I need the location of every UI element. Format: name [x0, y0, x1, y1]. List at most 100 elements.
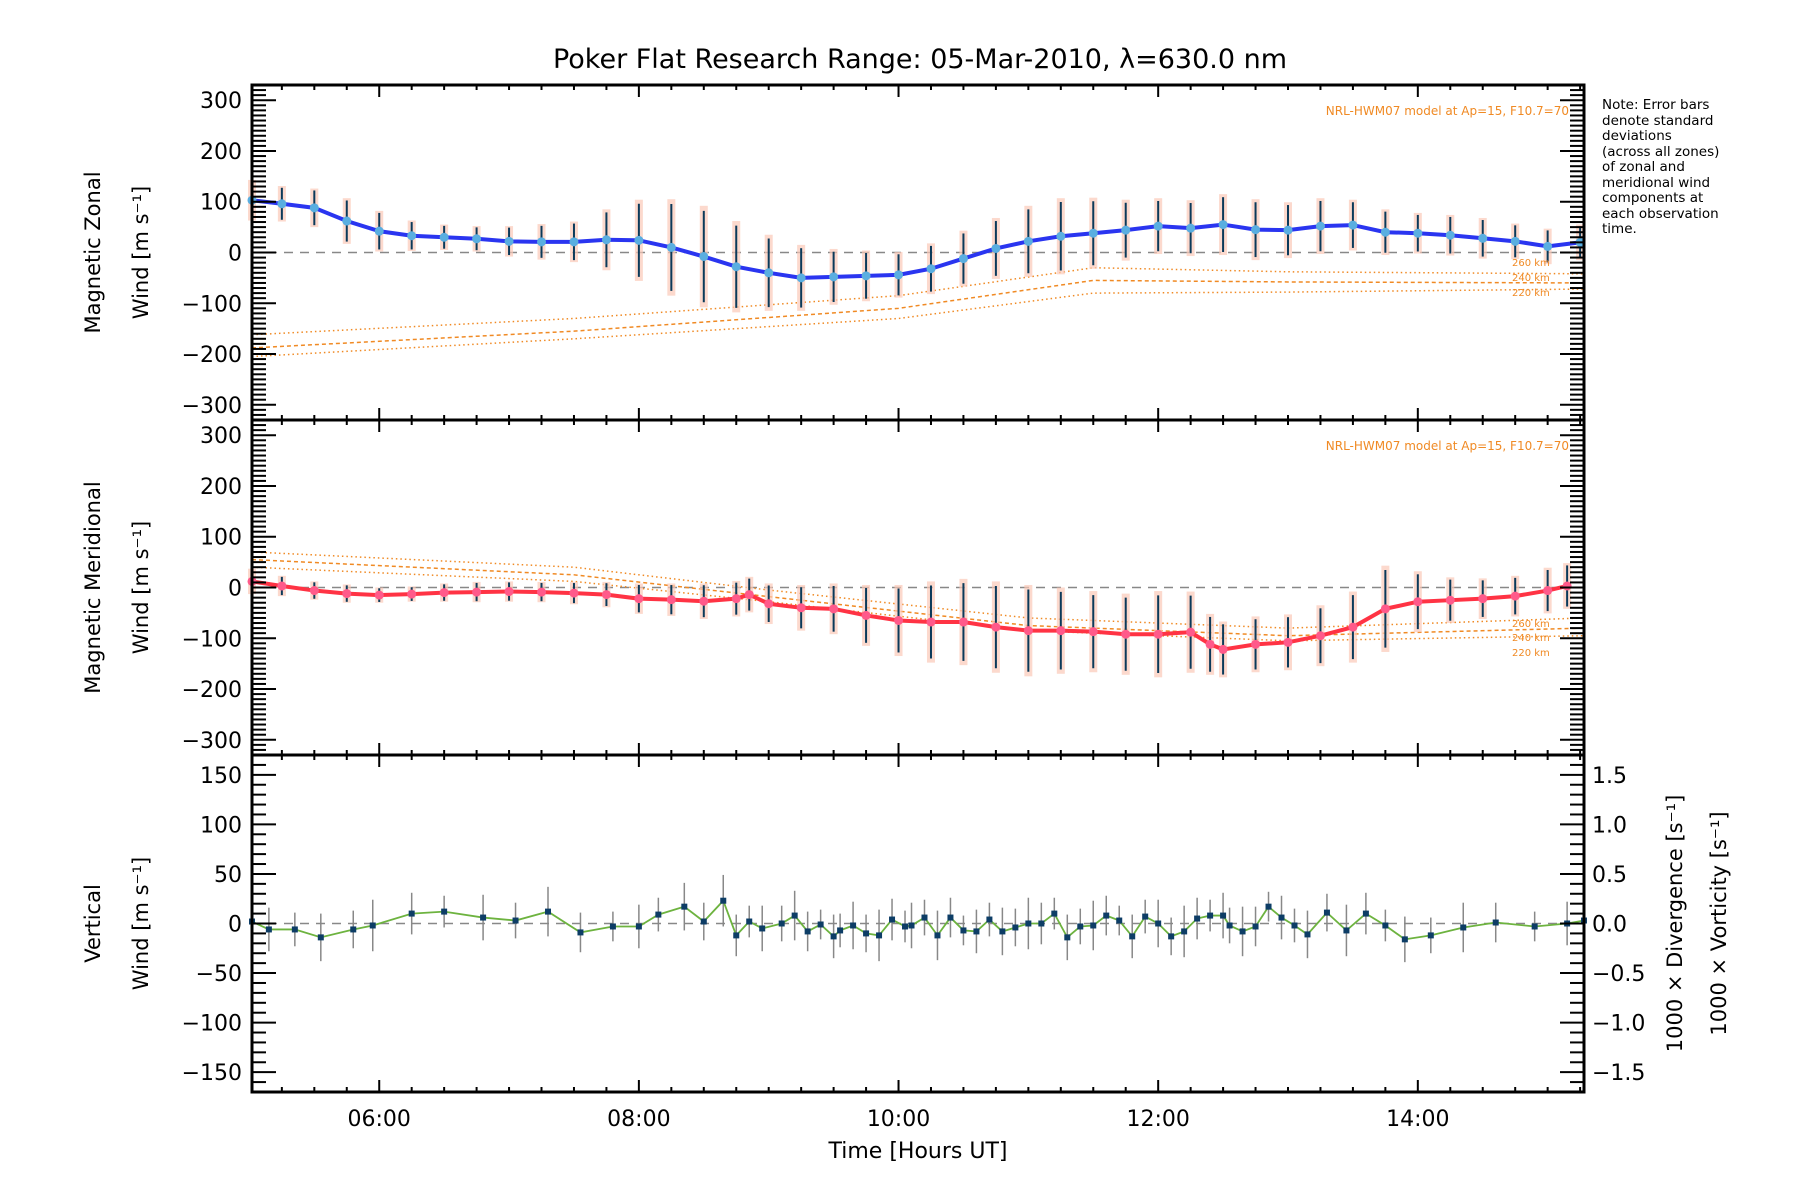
- data-point: [342, 589, 352, 599]
- data-point: [1362, 910, 1369, 917]
- y-tick-label: 300: [200, 424, 242, 449]
- data-point: [908, 922, 915, 929]
- right-y-tick-label: −0.5: [1592, 962, 1645, 987]
- data-point: [1478, 233, 1488, 243]
- y-tick-label: 100: [200, 526, 242, 551]
- data-point: [1251, 639, 1261, 649]
- data-point: [1283, 225, 1293, 235]
- data-point: [634, 235, 644, 245]
- data-point: [681, 903, 688, 910]
- panel-meridional: 300 200 100 0 −100 −200 −300 Magnetic Meridiona…: [81, 418, 1586, 757]
- data-point: [1460, 924, 1467, 931]
- data-point: [1194, 915, 1201, 922]
- data-point: [1401, 936, 1408, 943]
- series-line-zonal: [251, 198, 1581, 280]
- data-point: [1315, 221, 1325, 231]
- data-point: [947, 914, 954, 921]
- data-point: [744, 590, 754, 600]
- y-tick-label: 0: [228, 913, 242, 938]
- model-altitude-label: 220 km: [1512, 288, 1550, 299]
- vorticity-axis-label: 1000 × Vorticity [s⁻¹]: [1707, 811, 1731, 1035]
- data-point: [277, 581, 287, 591]
- model-line-260: [251, 266, 1585, 336]
- data-point: [1088, 228, 1098, 238]
- data-point: [1251, 225, 1261, 235]
- data-point: [1056, 626, 1066, 636]
- series-line-meridional: [251, 579, 1568, 652]
- y-tick-label: −300: [182, 729, 242, 754]
- data-point: [1323, 909, 1330, 916]
- error-bar-note: Note: Error bars denote standard deviati…: [1602, 97, 1720, 237]
- right-y-tick-label: 1.0: [1592, 813, 1627, 838]
- data-point: [764, 599, 774, 609]
- data-point: [1012, 924, 1019, 931]
- data-point: [1304, 931, 1311, 938]
- data-point: [829, 272, 839, 282]
- data-point: [350, 926, 357, 933]
- data-point: [894, 270, 904, 280]
- data-point: [778, 920, 785, 927]
- data-point: [1088, 627, 1098, 637]
- data-point: [439, 232, 449, 242]
- data-point: [731, 262, 741, 272]
- data-point: [1543, 241, 1553, 251]
- data-point: [609, 923, 616, 930]
- data-point: [986, 916, 993, 923]
- data-point: [1168, 933, 1175, 940]
- data-point: [374, 226, 384, 236]
- data-point: [1064, 934, 1071, 941]
- data-point: [1207, 912, 1214, 919]
- data-point: [537, 587, 547, 597]
- data-point: [1427, 932, 1434, 939]
- model-annotation: NRL-HWM07 model at Ap=15, F10.7=70: [1326, 104, 1569, 118]
- data-point: [634, 594, 644, 604]
- data-point: [1153, 221, 1163, 231]
- y-tick-label: −100: [182, 292, 242, 317]
- data-point: [601, 235, 611, 245]
- y-tick-label: 150: [200, 764, 242, 789]
- data-point: [472, 587, 482, 597]
- data-point: [309, 203, 319, 213]
- y-tick-label: 100: [200, 191, 242, 216]
- data-point: [369, 922, 376, 929]
- data-point: [441, 908, 448, 915]
- data-point: [1121, 225, 1131, 235]
- data-point: [830, 933, 837, 940]
- data-point: [926, 264, 936, 274]
- data-point: [1142, 913, 1149, 920]
- data-point: [1283, 637, 1293, 647]
- data-point: [1265, 903, 1272, 910]
- y-tick-label: −100: [182, 627, 242, 652]
- data-point: [958, 254, 968, 264]
- x-tick-label: 12:00: [1126, 1107, 1189, 1132]
- data-point: [1492, 919, 1499, 926]
- data-point: [545, 908, 551, 915]
- data-point: [720, 897, 727, 904]
- data-point: [1220, 912, 1227, 919]
- data-point: [817, 921, 824, 928]
- right-y-tick-label: −1.0: [1592, 1012, 1645, 1037]
- data-point: [512, 917, 519, 924]
- data-point: [876, 932, 883, 939]
- data-point: [317, 934, 324, 941]
- data-point: [1205, 639, 1215, 649]
- data-point: [537, 237, 547, 247]
- panel-zonal: 300 200 100 0 −100 −200 −300 Magnetic Zonal Wind…: [81, 83, 1586, 422]
- data-point: [407, 231, 417, 241]
- data-point: [472, 234, 482, 244]
- data-point: [1413, 597, 1423, 607]
- data-point: [796, 603, 806, 613]
- data-point: [1090, 922, 1097, 929]
- data-point: [1348, 622, 1358, 632]
- y-tick-label: −50: [196, 962, 242, 987]
- data-point: [1278, 914, 1285, 921]
- y-tick-label: −300: [182, 394, 242, 419]
- data-point: [889, 916, 896, 923]
- data-point: [265, 926, 272, 933]
- data-point: [1038, 920, 1045, 927]
- model-altitude-label: 260 km: [1512, 258, 1550, 269]
- data-point: [934, 932, 941, 939]
- data-point: [1186, 627, 1196, 637]
- model-altitude-label: 260 km: [1512, 619, 1550, 630]
